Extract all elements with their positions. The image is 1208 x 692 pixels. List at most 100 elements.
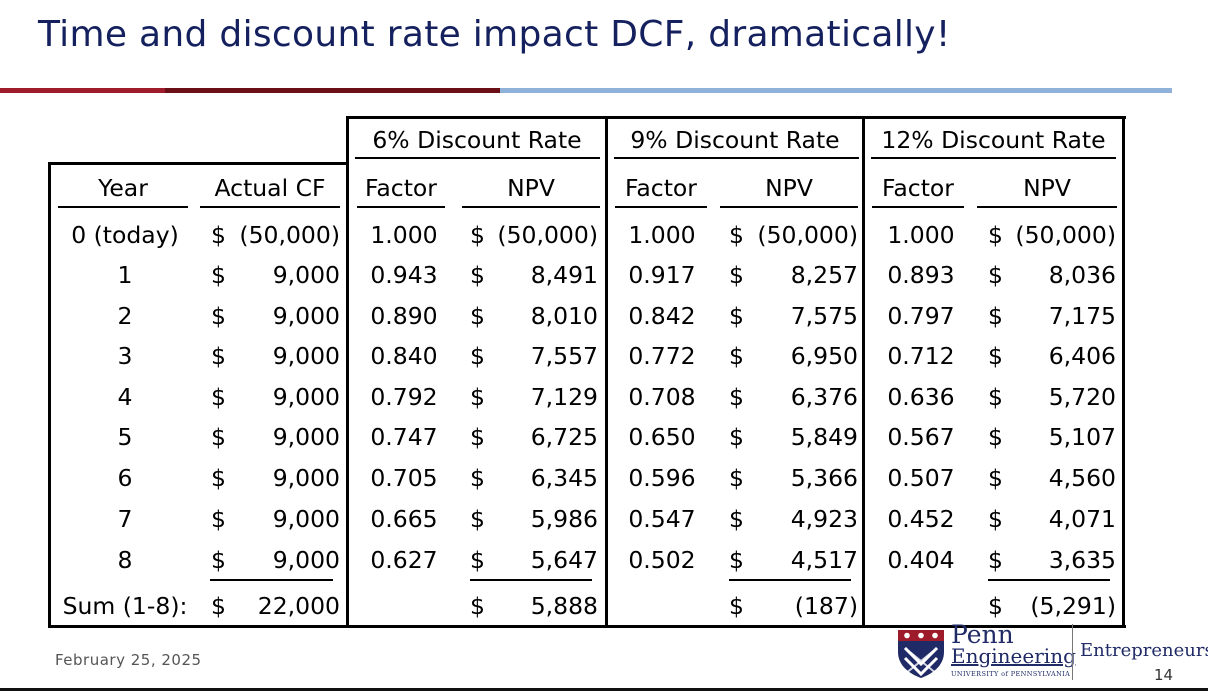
- cell-npv-9pct: 5,366: [790, 464, 858, 492]
- cell-npv-12pct: 5,107: [1048, 423, 1116, 451]
- group-header: 9% Discount Rate: [630, 126, 840, 154]
- currency-symbol: $: [211, 464, 226, 492]
- sum-npv-12pct: (5,291): [1030, 592, 1116, 620]
- cell-year: 4: [117, 383, 133, 411]
- cell-actual-cf: 9,000: [272, 302, 340, 330]
- logo-divider: [1072, 624, 1073, 680]
- currency-symbol: $: [729, 302, 744, 330]
- logo-university-text: UNIVERSITY of PENNSYLVANIA: [951, 670, 1071, 678]
- col-header: NPV: [765, 174, 813, 202]
- title-rule-dark-red: [165, 88, 500, 93]
- cell-actual-cf: 9,000: [272, 342, 340, 370]
- slide-title: Time and discount rate impact DCF, drama…: [38, 14, 951, 55]
- col-header-underline-2: [200, 206, 340, 208]
- currency-symbol: $: [470, 546, 485, 574]
- currency-symbol: $: [470, 383, 485, 411]
- cell-npv-9pct: 6,376: [790, 383, 858, 411]
- cell-npv-9pct: 4,923: [790, 505, 858, 533]
- currency-symbol: $: [211, 383, 226, 411]
- cell-factor-6pct: 0.792: [370, 383, 438, 411]
- currency-symbol: $: [729, 261, 744, 289]
- cell-factor-6pct: 0.890: [370, 302, 438, 330]
- currency-symbol: $: [988, 302, 1003, 330]
- cell-factor-12pct: 0.712: [887, 342, 955, 370]
- col-header: Factor: [882, 174, 954, 202]
- sum-actual-cf: 22,000: [257, 592, 340, 620]
- table-frame-right: [1122, 116, 1125, 628]
- col-header: Factor: [365, 174, 437, 202]
- logo-unit-text: Entrepreneurship: [1080, 640, 1208, 661]
- bottom-rule: [0, 688, 1208, 691]
- cell-npv-9pct: (50,000): [757, 221, 858, 249]
- title-rule-red: [0, 88, 165, 93]
- cell-factor-12pct: 0.797: [887, 302, 955, 330]
- sum-underline-6pct: [470, 579, 592, 581]
- cell-factor-9pct: 0.842: [628, 302, 696, 330]
- cell-npv-12pct: 7,175: [1048, 302, 1116, 330]
- currency-symbol: $: [988, 261, 1003, 289]
- cell-npv-9pct: 8,257: [790, 261, 858, 289]
- cell-factor-9pct: 0.650: [628, 423, 696, 451]
- cell-factor-12pct: 0.452: [887, 505, 955, 533]
- cell-year: 6: [117, 464, 133, 492]
- col-header: Year: [98, 174, 148, 202]
- currency-symbol: $: [211, 592, 226, 620]
- currency-symbol: $: [988, 342, 1003, 370]
- currency-symbol: $: [470, 261, 485, 289]
- currency-symbol: $: [470, 302, 485, 330]
- group-header: 12% Discount Rate: [881, 126, 1106, 154]
- currency-symbol: $: [211, 221, 226, 249]
- currency-symbol: $: [211, 302, 226, 330]
- cell-factor-12pct: 0.567: [887, 423, 955, 451]
- cell-npv-12pct: 6,406: [1048, 342, 1116, 370]
- cell-npv-6pct: 8,010: [530, 302, 598, 330]
- cell-factor-6pct: 0.943: [370, 261, 438, 289]
- col-header-underline-1: [58, 206, 188, 208]
- table-divider-12pct: [862, 116, 865, 628]
- col-header-underline-8: [977, 206, 1117, 208]
- cell-factor-6pct: 0.665: [370, 505, 438, 533]
- sum-npv-6pct: 5,888: [530, 592, 598, 620]
- cell-factor-9pct: 1.000: [628, 221, 696, 249]
- footer-date: February 25, 2025: [55, 651, 202, 669]
- cell-npv-12pct: 5,720: [1048, 383, 1116, 411]
- cell-npv-9pct: 4,517: [790, 546, 858, 574]
- cell-factor-9pct: 0.502: [628, 546, 696, 574]
- cell-npv-12pct: 8,036: [1048, 261, 1116, 289]
- cell-factor-9pct: 0.708: [628, 383, 696, 411]
- cell-actual-cf: 9,000: [272, 383, 340, 411]
- penn-shield-icon: [896, 628, 946, 685]
- currency-symbol: $: [211, 342, 226, 370]
- cell-factor-12pct: 0.507: [887, 464, 955, 492]
- currency-symbol: $: [470, 464, 485, 492]
- group-header: 6% Discount Rate: [372, 126, 582, 154]
- currency-symbol: $: [988, 464, 1003, 492]
- cell-factor-6pct: 1.000: [370, 221, 438, 249]
- currency-symbol: $: [729, 546, 744, 574]
- cell-factor-6pct: 0.627: [370, 546, 438, 574]
- cell-factor-12pct: 0.636: [887, 383, 955, 411]
- cell-factor-12pct: 0.404: [887, 546, 955, 574]
- table-frame-top: [346, 116, 1126, 119]
- col-header-underline-6: [720, 206, 858, 208]
- page-number: 14: [1154, 666, 1174, 684]
- logo-penn-text: Penn: [951, 620, 1014, 649]
- currency-symbol: $: [988, 546, 1003, 574]
- col-header-underline-3: [357, 206, 445, 208]
- cell-factor-12pct: 1.000: [887, 221, 955, 249]
- cell-npv-6pct: 8,491: [530, 261, 598, 289]
- currency-symbol: $: [211, 546, 226, 574]
- currency-symbol: $: [988, 505, 1003, 533]
- col-header-underline-4: [462, 206, 600, 208]
- table-divider-6pct: [346, 116, 349, 628]
- sum-label: Sum (1-8):: [62, 592, 188, 620]
- currency-symbol: $: [729, 342, 744, 370]
- cell-actual-cf: 9,000: [272, 261, 340, 289]
- cell-actual-cf: 9,000: [272, 505, 340, 533]
- cell-npv-9pct: 5,849: [790, 423, 858, 451]
- col-header-underline-5: [615, 206, 707, 208]
- cell-year: 7: [117, 505, 133, 533]
- cell-actual-cf: 9,000: [272, 423, 340, 451]
- table-frame-bottom: [48, 625, 1126, 628]
- cell-actual-cf: 9,000: [272, 546, 340, 574]
